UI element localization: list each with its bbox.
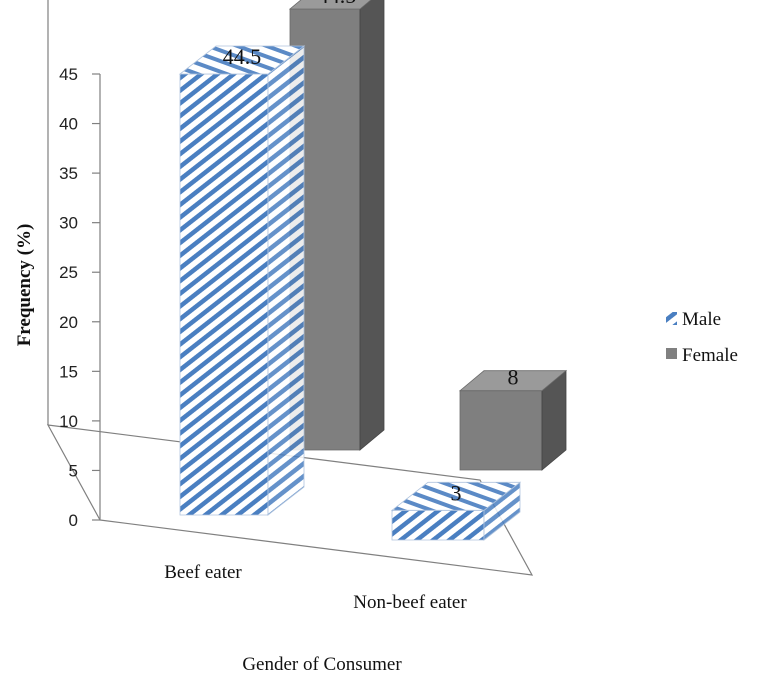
floor-plane [46, 424, 534, 576]
y-tick-label-25: 25 [59, 263, 78, 282]
y-tick-label-45: 45 [59, 65, 78, 84]
bar-male-0-side [267, 45, 305, 516]
y-axis-title: Frequency (%) [14, 224, 35, 347]
x-category-label-non-beef-eater: Non-beef eater [353, 592, 467, 613]
x-axis-title: Gender of Consumer [242, 654, 402, 675]
y-tick-label-40: 40 [59, 115, 78, 134]
bar-male-0-top [178, 45, 306, 75]
bar-male-1-front [391, 509, 485, 541]
legend: Male Female [666, 309, 738, 366]
bar-female-0-top [288, 0, 372, 10]
y-axis-ticks: 0 5 10 15 20 25 30 35 40 45 [59, 65, 101, 530]
data-label-male-1: 3 [451, 480, 462, 505]
legend-swatch-male [666, 312, 677, 325]
y-tick-label-30: 30 [59, 214, 78, 233]
axes [46, 0, 534, 576]
legend-item-female: Female [666, 345, 738, 366]
bar-male-0-front [179, 73, 269, 516]
data-label-male-0: 44.5 [223, 44, 262, 69]
data-label-female-0: 44.5 [318, 0, 357, 8]
legend-swatch-female [666, 348, 677, 359]
y-tick-label-10: 10 [59, 412, 78, 431]
y-tick-label-0: 0 [69, 511, 78, 530]
legend-label-female: Female [682, 345, 738, 366]
bar-female-0-side [359, 0, 385, 451]
y-tick-label-15: 15 [59, 362, 78, 381]
x-category-label-beef-eater: Beef eater [164, 562, 242, 583]
legend-item-male: Male [666, 309, 721, 330]
y-tick-label-20: 20 [59, 313, 78, 332]
data-labels: 44.5 44.5 8 3 [223, 0, 519, 505]
y-tick-label-35: 35 [59, 164, 78, 183]
bar-female-1-front [459, 390, 543, 471]
legend-label-male: Male [682, 309, 721, 330]
bar-male-1-top [390, 481, 522, 511]
y-tick-label-5: 5 [69, 461, 78, 480]
bar-female-1-top [458, 370, 568, 392]
bars [178, 0, 568, 541]
data-label-female-1: 8 [508, 365, 519, 390]
